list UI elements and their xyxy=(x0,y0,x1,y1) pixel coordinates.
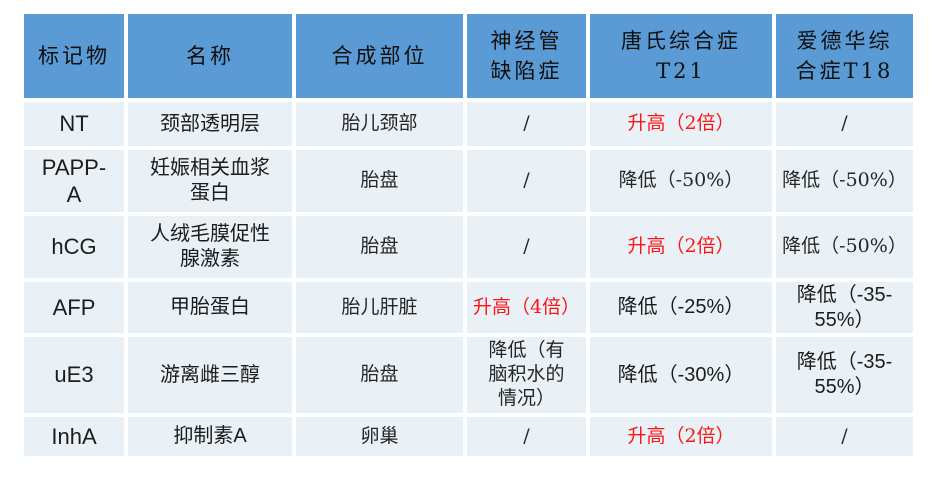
table-cell: 胎儿颈部 xyxy=(296,102,463,146)
table-cell: hCG xyxy=(24,216,124,278)
table-cell: 升高（2倍） xyxy=(590,417,772,456)
prenatal-marker-table: 标记物 名称 合成部位 神经管 缺陷症 唐氏综合症 T21 爱德华综 合症T18… xyxy=(24,14,913,456)
table-cell: 升高（4倍） xyxy=(467,282,586,333)
table-cell: 降低（-50%） xyxy=(776,216,913,278)
table-cell: 胎盘 xyxy=(296,150,463,212)
column-header-ntd: 神经管 缺陷症 xyxy=(467,14,586,98)
table-cell: 降低（-30%） xyxy=(590,337,772,413)
table-cell: 降低（-50%） xyxy=(590,150,772,212)
table-cell: / xyxy=(467,102,586,146)
table-cell: 降低（有 脑积水的 情况） xyxy=(467,337,586,413)
table-cell: 甲胎蛋白 xyxy=(128,282,292,333)
table-cell: 人绒毛膜促性 腺激素 xyxy=(128,216,292,278)
table-cell: 卵巢 xyxy=(296,417,463,456)
column-header-marker: 标记物 xyxy=(24,14,124,98)
column-header-t18: 爱德华综 合症T18 xyxy=(776,14,913,98)
table-cell: NT xyxy=(24,102,124,146)
table-cell: 游离雌三醇 xyxy=(128,337,292,413)
table-cell: uE3 xyxy=(24,337,124,413)
table-cell: 抑制素A xyxy=(128,417,292,456)
table-cell: 降低（-50%） xyxy=(776,150,913,212)
table-cell: / xyxy=(776,102,913,146)
table-cell: 升高（2倍） xyxy=(590,102,772,146)
table-cell: 降低（-25%） xyxy=(590,282,772,333)
table-cell: / xyxy=(467,417,586,456)
table-cell: / xyxy=(776,417,913,456)
table-cell: 胎儿肝脏 xyxy=(296,282,463,333)
table-cell: PAPP- A xyxy=(24,150,124,212)
table-cell: / xyxy=(467,216,586,278)
table-cell: 颈部透明层 xyxy=(128,102,292,146)
table-cell: 降低（-35- 55%） xyxy=(776,282,913,333)
table-cell: AFP xyxy=(24,282,124,333)
column-header-t21: 唐氏综合症 T21 xyxy=(590,14,772,98)
table-cell: 降低（-35- 55%） xyxy=(776,337,913,413)
table-cell: / xyxy=(467,150,586,212)
table-cell: 妊娠相关血浆 蛋白 xyxy=(128,150,292,212)
column-header-site: 合成部位 xyxy=(296,14,463,98)
table-cell: 升高（2倍） xyxy=(590,216,772,278)
column-header-name: 名称 xyxy=(128,14,292,98)
table-cell: 胎盘 xyxy=(296,337,463,413)
table-cell: 胎盘 xyxy=(296,216,463,278)
table-cell: InhA xyxy=(24,417,124,456)
